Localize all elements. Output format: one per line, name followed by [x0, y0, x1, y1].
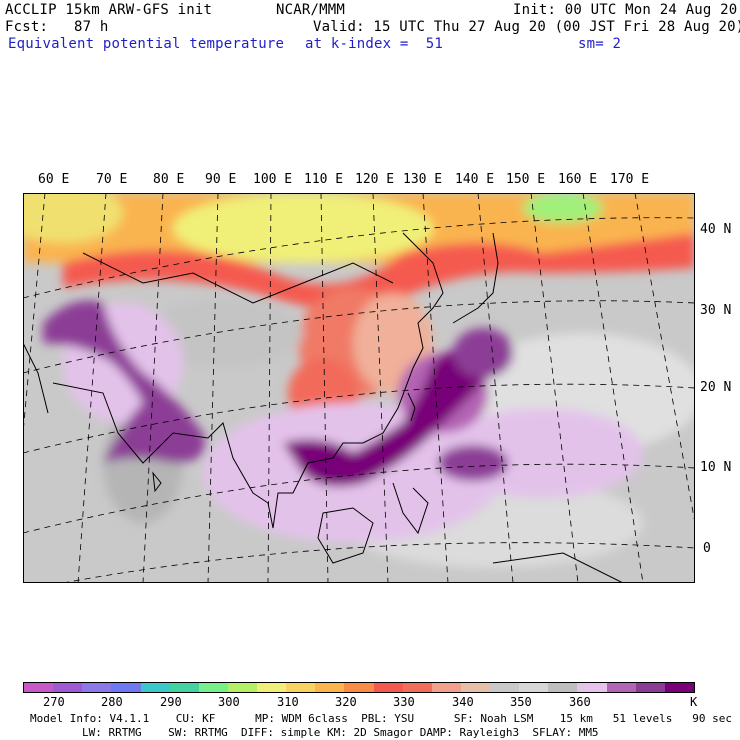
- colorbar-swatch: [169, 683, 199, 692]
- colorbar-label: 310: [277, 695, 299, 709]
- lat-line: [23, 300, 695, 374]
- colorbar: [23, 682, 695, 693]
- init-time: Init: 00 UTC Mon 24 Aug 20: [513, 2, 738, 18]
- colorbar-label: 300: [218, 695, 240, 709]
- colorbar-swatch: [664, 683, 694, 692]
- colorbar-swatch: [519, 683, 549, 692]
- coastline-india: [52, 232, 444, 529]
- colorbar-swatch: [431, 683, 461, 692]
- border-line: [82, 252, 394, 304]
- colorbar-swatch: [373, 683, 403, 692]
- colorbar-swatch: [286, 683, 316, 692]
- lat-label: 0: [703, 541, 711, 556]
- map-panel: [23, 193, 695, 583]
- smoothing-label: sm= 2: [578, 36, 622, 52]
- producer-label: NCAR/MMM: [276, 2, 346, 18]
- lon-label: 150 E: [506, 172, 546, 187]
- colorbar-swatch: [227, 683, 257, 692]
- colorbar-swatch: [344, 683, 374, 692]
- lat-label: 30 N: [700, 303, 732, 318]
- colorbar-unit: K: [690, 695, 698, 709]
- lat-label: 40 N: [700, 222, 732, 237]
- lon-label: 80 E: [153, 172, 185, 187]
- valid-time: Valid: 15 UTC Thu 27 Aug 20 (00 JST Fri …: [313, 19, 740, 35]
- colorbar-label: 330: [393, 695, 415, 709]
- lon-label: 160 E: [558, 172, 598, 187]
- lon-label: 70 E: [96, 172, 128, 187]
- colorbar-swatch: [257, 683, 287, 692]
- colorbar-label: 290: [160, 695, 182, 709]
- coastline-arabia: [23, 342, 49, 414]
- purple-deep-band: [453, 328, 513, 378]
- lon-label: 110 E: [304, 172, 344, 187]
- lon-label: 130 E: [403, 172, 443, 187]
- lat-line: [62, 542, 695, 583]
- lat-line: [23, 217, 695, 299]
- colorbar-swatch: [82, 683, 112, 692]
- colorbar-label: 360: [569, 695, 591, 709]
- colorbar-swatch: [140, 683, 170, 692]
- lat-label: 10 N: [700, 460, 732, 475]
- lon-label: 120 E: [355, 172, 395, 187]
- colorbar-swatch: [606, 683, 636, 692]
- coastline-japan: [452, 232, 499, 324]
- colorbar-swatch: [635, 683, 665, 692]
- colorbar-label: 350: [510, 695, 532, 709]
- coastline-srilanka: [152, 471, 162, 493]
- lon-line: [23, 193, 46, 434]
- purple-mid-area: [438, 445, 508, 481]
- warm-band-yellow: [23, 193, 123, 243]
- coastline-philippines: [392, 482, 429, 535]
- colorbar-swatch: [111, 683, 141, 692]
- colorbar-label: 320: [335, 695, 357, 709]
- colorbar-swatch: [577, 683, 607, 692]
- lon-label: 60 E: [38, 172, 70, 187]
- lat-line: [23, 463, 695, 534]
- colorbar-label: 340: [452, 695, 474, 709]
- coastlines: [23, 232, 624, 583]
- warm-band-red: [63, 233, 695, 310]
- colorbar-swatch: [198, 683, 228, 692]
- colorbar-swatch: [490, 683, 520, 692]
- lat-line: [23, 383, 695, 454]
- lon-label: 90 E: [205, 172, 237, 187]
- coastline-taiwan: [407, 392, 416, 422]
- lon-line: [634, 193, 695, 524]
- lon-label: 140 E: [455, 172, 495, 187]
- forecast-hour: Fcst: 87 h: [5, 19, 109, 35]
- level-index: at k-index = 51: [305, 36, 444, 52]
- colorbar-swatch: [53, 683, 83, 692]
- lon-label: 100 E: [253, 172, 293, 187]
- warm-band-green: [523, 193, 603, 223]
- model-info-line2: LW: RRTMG SW: RRTMG DIFF: simple KM: 2D …: [82, 726, 599, 739]
- colorbar-label: 270: [43, 695, 65, 709]
- colorbar-swatch: [24, 683, 54, 692]
- lat-label: 20 N: [700, 380, 732, 395]
- purple-deep-band: [283, 343, 497, 487]
- colorbar-swatch: [315, 683, 345, 692]
- lon-label: 170 E: [610, 172, 650, 187]
- field-name: Equivalent potential temperature: [8, 36, 285, 52]
- warm-band-yellow: [173, 193, 433, 263]
- map-frame: [23, 193, 695, 583]
- colorbar-label: 280: [101, 695, 123, 709]
- model-title: ACCLIP 15km ARW-GFS init: [5, 2, 213, 18]
- tibet-grey: [143, 298, 303, 368]
- colorbar-swatch: [548, 683, 578, 692]
- graticule: [23, 193, 695, 583]
- colorbar-swatch: [460, 683, 490, 692]
- colorbar-swatch: [402, 683, 432, 692]
- model-info-line1: Model Info: V4.1.1 CU: KF MP: WDM 6class…: [30, 712, 732, 725]
- theta-e-field: [23, 193, 695, 568]
- coastline-borneo: [317, 507, 374, 564]
- coastline-newguinea: [492, 552, 624, 583]
